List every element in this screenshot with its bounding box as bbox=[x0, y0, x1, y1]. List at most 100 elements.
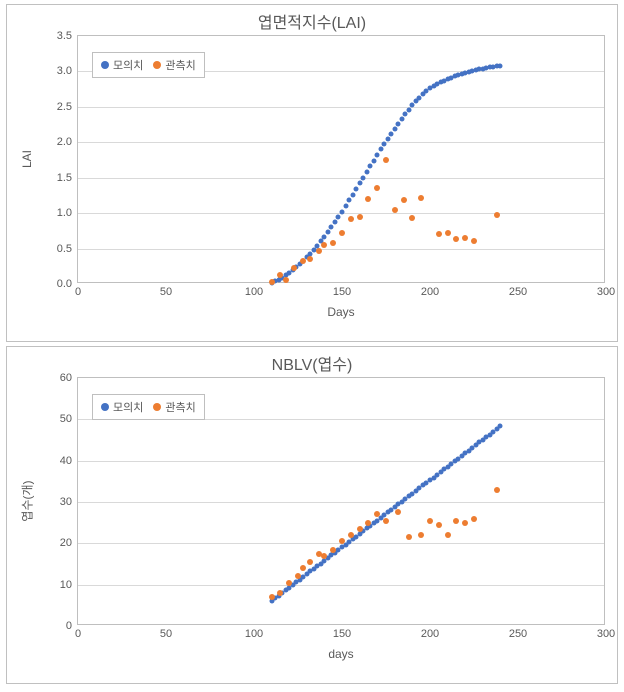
data-point bbox=[498, 64, 503, 69]
data-point bbox=[357, 214, 363, 220]
data-point bbox=[330, 240, 336, 246]
data-point bbox=[364, 170, 369, 175]
data-point bbox=[357, 526, 363, 532]
chart-title: NBLV(엽수) bbox=[7, 351, 617, 375]
legend-item: 모의치 bbox=[101, 57, 143, 73]
data-point bbox=[399, 116, 404, 121]
legend-marker-icon bbox=[153, 61, 161, 69]
xtick-label: 200 bbox=[421, 624, 439, 640]
data-point bbox=[332, 220, 337, 225]
legend: 모의치 관측치 bbox=[92, 52, 205, 78]
ytick-label: 1.0 bbox=[57, 207, 78, 219]
ytick-label: 0.5 bbox=[57, 243, 78, 255]
data-point bbox=[396, 121, 401, 126]
legend-label: 모의치 bbox=[113, 57, 143, 73]
legend-marker-icon bbox=[153, 403, 161, 411]
data-point bbox=[307, 559, 313, 565]
data-point bbox=[336, 215, 341, 220]
ytick-label: 50 bbox=[60, 413, 78, 425]
x-axis-label: days bbox=[328, 647, 353, 661]
gridline bbox=[78, 461, 604, 462]
data-point bbox=[348, 532, 354, 538]
plot-area: 0.00.51.01.52.02.53.03.50501001502002503… bbox=[77, 35, 605, 283]
data-point bbox=[494, 212, 500, 218]
data-point bbox=[322, 235, 327, 240]
data-point bbox=[347, 198, 352, 203]
data-point bbox=[374, 511, 380, 517]
data-point bbox=[471, 516, 477, 522]
ytick-label: 2.5 bbox=[57, 101, 78, 113]
data-point bbox=[462, 520, 468, 526]
chart-title: 엽면적지수(LAI) bbox=[7, 9, 617, 33]
data-point bbox=[329, 225, 334, 230]
xtick-label: 300 bbox=[597, 624, 615, 640]
data-point bbox=[427, 518, 433, 524]
data-point bbox=[436, 522, 442, 528]
gridline bbox=[78, 107, 604, 108]
ytick-label: 30 bbox=[60, 496, 78, 508]
y-axis-label: 엽수(개) bbox=[19, 480, 36, 521]
data-point bbox=[392, 207, 398, 213]
data-point bbox=[371, 158, 376, 163]
data-point bbox=[283, 277, 289, 283]
data-point bbox=[300, 258, 306, 264]
data-point bbox=[395, 509, 401, 515]
data-point bbox=[375, 153, 380, 158]
data-point bbox=[295, 573, 301, 579]
xtick-label: 50 bbox=[160, 624, 172, 640]
xtick-label: 100 bbox=[245, 282, 263, 298]
data-point bbox=[409, 215, 415, 221]
data-point bbox=[462, 235, 468, 241]
ytick-label: 3.0 bbox=[57, 65, 78, 77]
data-point bbox=[471, 238, 477, 244]
data-point bbox=[406, 534, 412, 540]
ytick-label: 10 bbox=[60, 579, 78, 591]
xtick-label: 50 bbox=[160, 282, 172, 298]
data-point bbox=[401, 197, 407, 203]
xtick-label: 100 bbox=[245, 624, 263, 640]
legend-item: 관측치 bbox=[153, 399, 195, 415]
x-axis-label: Days bbox=[327, 305, 354, 319]
ytick-label: 20 bbox=[60, 537, 78, 549]
legend-item: 모의치 bbox=[101, 399, 143, 415]
gridline bbox=[78, 142, 604, 143]
data-point bbox=[410, 103, 415, 108]
data-point bbox=[383, 518, 389, 524]
y-axis-label: LAI bbox=[20, 150, 34, 168]
data-point bbox=[383, 157, 389, 163]
data-point bbox=[269, 279, 275, 285]
legend-marker-icon bbox=[101, 61, 109, 69]
xtick-label: 250 bbox=[509, 282, 527, 298]
xtick-label: 0 bbox=[75, 282, 81, 298]
ytick-label: 60 bbox=[60, 372, 78, 384]
xtick-label: 200 bbox=[421, 282, 439, 298]
data-point bbox=[300, 565, 306, 571]
data-point bbox=[339, 538, 345, 544]
data-point bbox=[316, 248, 322, 254]
legend-label: 모의치 bbox=[113, 399, 143, 415]
data-point bbox=[453, 518, 459, 524]
data-point bbox=[354, 187, 359, 192]
legend-label: 관측치 bbox=[165, 399, 195, 415]
data-point bbox=[286, 580, 292, 586]
data-point bbox=[350, 192, 355, 197]
legend-item: 관측치 bbox=[153, 57, 195, 73]
data-point bbox=[307, 256, 313, 262]
data-point bbox=[365, 196, 371, 202]
data-point bbox=[348, 216, 354, 222]
xtick-label: 300 bbox=[597, 282, 615, 298]
data-point bbox=[498, 424, 503, 429]
gridline bbox=[78, 502, 604, 503]
data-point bbox=[406, 107, 411, 112]
data-point bbox=[330, 547, 336, 553]
plot-area: 0102030405060050100150200250300모의치관측치 bbox=[77, 377, 605, 625]
data-point bbox=[325, 230, 330, 235]
data-point bbox=[361, 175, 366, 180]
ytick-label: 3.5 bbox=[57, 30, 78, 42]
gridline bbox=[78, 178, 604, 179]
data-point bbox=[453, 236, 459, 242]
data-point bbox=[269, 594, 275, 600]
chart-panel: NBLV(엽수)0102030405060050100150200250300모… bbox=[6, 346, 618, 684]
gridline bbox=[78, 585, 604, 586]
data-point bbox=[389, 131, 394, 136]
